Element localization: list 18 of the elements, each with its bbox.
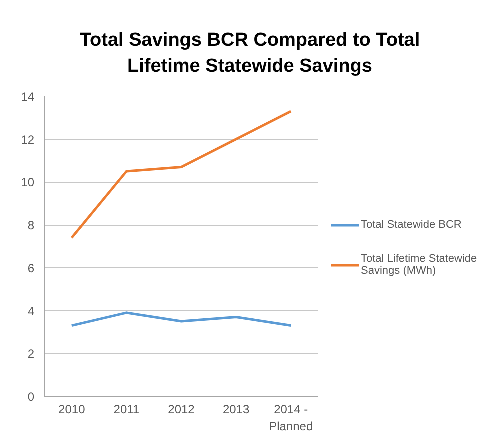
y-tick-label: 6 <box>28 261 35 276</box>
y-tick-label: 8 <box>28 218 35 233</box>
y-tick-label: 0 <box>28 390 35 404</box>
x-tick-label: 2013 <box>222 402 250 416</box>
legend-label: Total Lifetime Statewide Savings (MWh) <box>361 253 478 277</box>
line-series <box>70 110 292 240</box>
chart-title: Total Savings BCR Compared to Total Lifetime Statewide Savings <box>78 29 422 79</box>
y-tick-label: 14 <box>21 90 35 104</box>
x-tick-label: 2011 <box>114 402 140 416</box>
x-tick-label: 2012 <box>168 402 196 416</box>
y-tick-label: 10 <box>21 176 35 190</box>
y-tick-label: 2 <box>28 347 35 362</box>
legend-label: Total Statewide BCR <box>361 219 462 231</box>
line-series <box>70 312 292 328</box>
y-tick-label: 4 <box>28 304 35 318</box>
x-tick-label: 2014 - Planned <box>269 402 314 434</box>
x-tick-label: 2010 <box>58 402 86 416</box>
y-tick-label: 12 <box>21 132 35 147</box>
